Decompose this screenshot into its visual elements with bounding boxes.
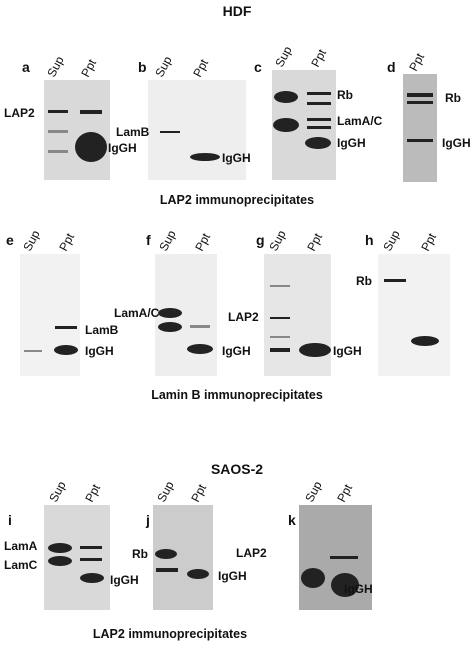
caption: Lamin B immunoprecipitates [151,388,323,402]
lane-label: Ppt [308,46,329,69]
panel-letter: b [138,59,147,75]
band-label: IgGH [442,136,471,150]
panel-letter: g [256,232,265,248]
lane-label: Ppt [334,481,355,504]
lane-label: Ppt [82,481,103,504]
caption: LAP2 immunoprecipitates [160,193,314,207]
lane-label: Sup [266,228,289,254]
band-label: IgGH [222,344,251,358]
lane-label: Sup [20,228,43,254]
band-label: LamA [4,539,38,553]
header: HDF [223,3,252,19]
panel-letter: f [146,232,151,248]
lane-label: Sup [380,228,403,254]
lane-label: Sup [156,228,179,254]
lane-label: Sup [272,44,295,70]
lane-label: Ppt [190,56,211,79]
band-label: IgGH [337,136,366,150]
band-label: Rb [337,88,353,102]
band-label: LamC [4,558,38,572]
lane-label: Sup [152,54,175,80]
panel-letter: e [6,232,14,248]
band-label: LAP2 [4,106,35,120]
lane-label: Sup [302,479,325,505]
header: SAOS-2 [211,461,263,477]
band-label: LamB [85,323,119,337]
panel-letter: c [254,59,262,75]
lane-label: Ppt [192,230,213,253]
band-label: Rb [132,547,148,561]
panel-letter: a [22,59,30,75]
band-label: LAP2 [228,310,259,324]
panel-letter: k [288,512,296,528]
band-label: IgGH [110,573,139,587]
lane-label: Ppt [418,230,439,253]
lane-label: Sup [44,54,67,80]
panel-letter: i [8,512,12,528]
band-label: IgGH [344,582,373,596]
band-label: IgGH [108,141,137,155]
band-label: IgGH [85,344,114,358]
band-label: IgGH [333,344,362,358]
band-label: LamB [116,125,150,139]
panel-letter: j [145,512,150,528]
lane-label: Ppt [56,230,77,253]
lane-label: Ppt [78,56,99,79]
caption: LAP2 immunoprecipitates [93,627,247,641]
lane-label: Sup [46,479,69,505]
band-label: IgGH [222,151,251,165]
band-label: Rb [356,274,372,288]
band-label: LamA/C [337,114,383,128]
band-label: Rb [445,91,461,105]
band-label: LAP2 [236,546,267,560]
lane-label: Sup [154,479,177,505]
lane-label: Ppt [304,230,325,253]
band-label: IgGH [218,569,247,583]
blots [20,70,450,610]
panel-letter: h [365,232,374,248]
lane-label: Ppt [188,481,209,504]
panel-letter: d [387,59,396,75]
lane-label: Ppt [406,50,427,73]
band-label: LamA/C [114,306,160,320]
